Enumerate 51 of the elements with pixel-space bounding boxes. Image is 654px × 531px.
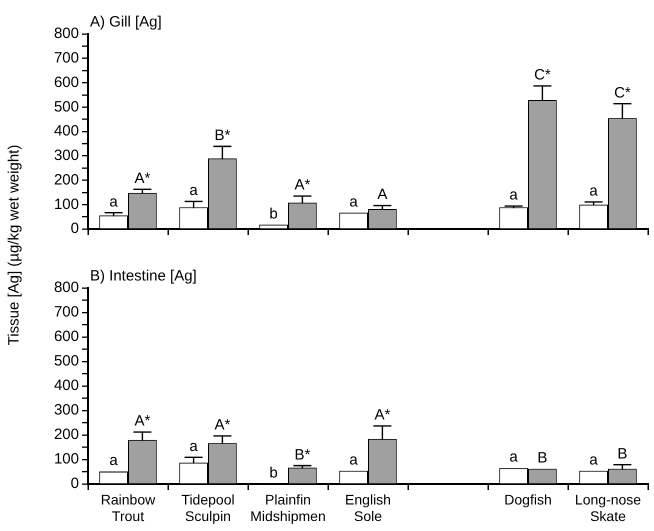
data-label: B [617,445,628,462]
data-label: a [349,451,358,468]
y-tick-label: 800 [54,25,79,42]
y-tick-label: 600 [54,74,79,91]
y-tick-label: 600 [54,328,79,346]
y-tick-label: 400 [54,122,79,140]
x-tick-label: English Sole [345,491,391,524]
x-tick-label: Dogfish [504,491,552,508]
y-axis-title: Tissue [Ag] (µg/kg wet weight) [6,144,22,346]
data-label: A* [374,406,390,424]
y-tick-label: 700 [54,304,79,321]
data-label: a [109,452,118,470]
data-label: a [349,193,358,210]
data-label: a [189,438,198,455]
chart-title: B) Intestine [Ag] [90,268,197,285]
data-label: A* [294,176,310,194]
x-tick-label: Long-nose Skate [574,491,642,524]
y-tick-label: 300 [54,147,79,164]
data-label: b [269,205,278,222]
data-label: a [509,448,518,466]
data-label: C* [614,84,631,102]
data-label: A* [134,412,150,430]
data-label: a [589,451,598,468]
x-tick-label: Rainbow Trout [100,491,156,524]
y-tick-label: 200 [54,171,79,188]
y-tick-label: 500 [54,352,79,370]
x-tick-label: Tidepool Sculpin [181,491,235,524]
data-label: A* [214,416,230,434]
data-label: A* [134,170,150,187]
data-label: a [109,193,118,210]
data-label: B* [294,446,310,464]
y-tick-label: 300 [54,402,79,419]
data-label: C* [534,66,551,84]
data-label: B [537,449,548,466]
y-tick-label: 800 [54,279,79,296]
y-tick-label: 0 [70,475,79,492]
data-label: B* [214,127,230,144]
chart-title: A) Gill [Ag] [90,14,162,31]
data-label: a [189,182,198,200]
y-tick-label: 700 [54,50,79,67]
y-tick-label: 500 [54,98,79,116]
x-tick-label: Plainfin Midshipmen [250,491,326,524]
y-tick-label: 200 [54,426,79,444]
data-label: b [269,464,278,482]
y-tick-label: 0 [70,220,79,238]
y-tick-label: 100 [54,450,79,468]
data-label: a [509,186,518,204]
data-label: A [377,186,388,204]
data-label: a [589,182,598,200]
y-tick-label: 100 [54,196,79,213]
y-tick-label: 400 [54,377,79,394]
